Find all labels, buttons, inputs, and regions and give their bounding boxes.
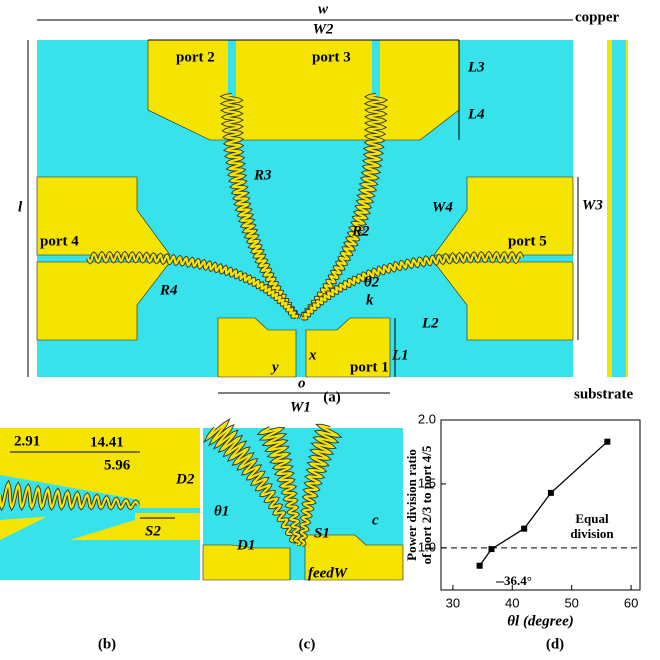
data-point: [488, 546, 494, 552]
label: l: [18, 199, 23, 215]
label: 2.91: [14, 433, 40, 449]
caption: (c): [299, 636, 316, 652]
annotation: 36.4°: [504, 573, 532, 588]
data-point: [521, 526, 527, 532]
annotation: Equal: [575, 511, 609, 526]
port-label: port 4: [40, 233, 79, 249]
slot: [228, 40, 236, 100]
label: S2: [145, 523, 161, 539]
label: θ2: [364, 274, 380, 290]
label: R3: [253, 167, 272, 183]
label: feedW: [308, 565, 349, 581]
data-line: [480, 442, 608, 566]
port-label: port 1: [350, 359, 389, 375]
label: L2: [421, 315, 439, 331]
annotation: division: [570, 526, 614, 541]
port-label: port 5: [508, 233, 547, 249]
x-axis-label: θl (degree): [507, 613, 574, 629]
y-tick-label: 2.0: [418, 411, 436, 426]
y-axis-label: Power division ratio: [404, 449, 419, 561]
label: o: [298, 375, 306, 391]
label: D1: [236, 537, 255, 553]
port-label: port 3: [312, 49, 351, 65]
caption: (b): [98, 636, 116, 652]
label: W4: [432, 199, 453, 215]
panel-a: w W2 l W3 W4 W1 L1 L2 L3 L4 R2 R3 R4 θ2 …: [18, 1, 634, 415]
data-point: [604, 439, 610, 445]
x-tick-label: 30: [446, 595, 460, 610]
side-substrate: [612, 40, 626, 377]
label: D2: [175, 471, 195, 487]
label: 5.96: [104, 457, 131, 473]
caption: (a): [323, 389, 341, 405]
figure: w W2 l W3 W4 W1 L1 L2 L3 L4 R2 R3 R4 θ2 …: [0, 0, 660, 660]
caption: (d): [546, 636, 564, 652]
label: L3: [467, 59, 485, 75]
x-tick-label: 50: [564, 595, 578, 610]
label: copper: [575, 9, 620, 25]
label: R4: [159, 282, 178, 298]
label: θ1: [214, 503, 229, 519]
panel-b: 2.91 14.41 5.96 D2 S2 (b): [0, 428, 200, 652]
label: x: [308, 347, 317, 363]
plot-frame: [441, 420, 640, 590]
data-point: [548, 490, 554, 496]
label: substrate: [574, 386, 634, 402]
x-tick-label: 40: [505, 595, 519, 610]
panel-c: θ1 c S1 D1 feedW (c): [203, 423, 403, 653]
label: w: [318, 1, 329, 17]
label: k: [366, 292, 374, 308]
label: W3: [582, 197, 603, 213]
port-label: port 2: [176, 49, 215, 65]
label: 14.41: [90, 434, 124, 450]
label: L1: [391, 347, 409, 363]
data-point: [477, 563, 483, 569]
label: W2: [313, 21, 334, 37]
slot: [372, 40, 380, 100]
label: R2: [351, 223, 370, 239]
label: L4: [467, 106, 485, 122]
label: c: [372, 512, 379, 528]
slot: [135, 508, 200, 513]
label: W1: [290, 399, 311, 415]
x-tick-label: 60: [624, 595, 638, 610]
label: S1: [314, 525, 330, 541]
label: y: [270, 359, 279, 375]
y-axis-label: of port 2/3 to port 4/5: [419, 445, 434, 564]
